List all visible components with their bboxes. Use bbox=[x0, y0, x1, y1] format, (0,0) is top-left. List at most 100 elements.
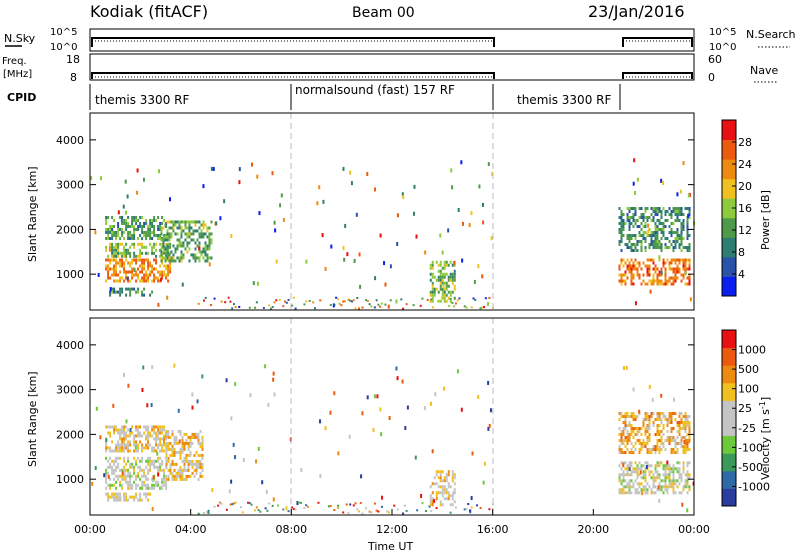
freq-label-line2: [MHz] bbox=[3, 69, 32, 80]
heatmap-cell bbox=[137, 276, 140, 280]
colorbar-swatch bbox=[722, 139, 736, 160]
heatmap-cell bbox=[206, 247, 209, 251]
heatmap-cell bbox=[634, 246, 637, 250]
heatmap-cell bbox=[624, 436, 627, 440]
heatmap-cell bbox=[264, 364, 267, 369]
heatmap-cell bbox=[191, 465, 194, 469]
heatmap-cell bbox=[458, 297, 461, 300]
heatmap-cell bbox=[172, 220, 175, 224]
heatmap-cell bbox=[232, 502, 235, 505]
power-ylabel: Slant Range [km] bbox=[26, 166, 39, 262]
heatmap-cell bbox=[650, 258, 653, 262]
heatmap-cell bbox=[131, 495, 134, 499]
heatmap-cell bbox=[186, 232, 189, 236]
heatmap-cell bbox=[686, 231, 689, 235]
heatmap-cell bbox=[143, 276, 146, 280]
heatmap-cell bbox=[127, 456, 130, 460]
heatmap-cell bbox=[620, 436, 623, 440]
heatmap-cell bbox=[275, 259, 278, 264]
heatmap-cell bbox=[308, 300, 311, 303]
colorbar-frame bbox=[721, 329, 737, 507]
heatmap-cell bbox=[157, 227, 160, 231]
heatmap-cell bbox=[125, 221, 128, 225]
heatmap-cell bbox=[131, 465, 134, 469]
heatmap-cell bbox=[149, 468, 152, 472]
heatmap-cell bbox=[650, 448, 653, 452]
heatmap-cell bbox=[686, 228, 689, 232]
heatmap-cell bbox=[433, 499, 436, 504]
heatmap-cell bbox=[652, 448, 655, 452]
heatmap-cell bbox=[201, 447, 204, 451]
heatmap-cell bbox=[640, 488, 643, 492]
heatmap-cell bbox=[447, 482, 450, 486]
heatmap-cell bbox=[186, 241, 189, 245]
heatmap-cell bbox=[626, 412, 629, 416]
heatmap-cell bbox=[149, 459, 152, 463]
heatmap-cell bbox=[673, 397, 676, 402]
heatmap-cell bbox=[107, 492, 110, 496]
heatmap-cell bbox=[672, 249, 675, 253]
heatmap-cell bbox=[632, 430, 635, 434]
velocity-ylabel: Slant Range [km] bbox=[26, 371, 39, 467]
heatmap-cell bbox=[439, 272, 442, 276]
heatmap-cell bbox=[686, 448, 689, 452]
heatmap-cell bbox=[273, 301, 276, 304]
heatmap-cell bbox=[672, 479, 675, 483]
heatmap-cell bbox=[167, 432, 170, 436]
heatmap-cell bbox=[379, 233, 382, 238]
heatmap-cell bbox=[174, 247, 177, 251]
heatmap-cell bbox=[121, 443, 124, 447]
heatmap-cell bbox=[445, 284, 448, 288]
heatmap-cell bbox=[113, 251, 116, 255]
heatmap-cell bbox=[658, 222, 661, 226]
heatmap-cell bbox=[618, 479, 621, 483]
heatmap-cell bbox=[188, 247, 191, 251]
colorbar-tick-label: -25 bbox=[738, 422, 756, 435]
heatmap-cell bbox=[688, 430, 691, 434]
heatmap-cell bbox=[117, 233, 120, 237]
heatmap-cell bbox=[206, 253, 209, 257]
heatmap-cell bbox=[662, 264, 665, 268]
heatmap-cell bbox=[162, 241, 165, 245]
heatmap-cell bbox=[167, 264, 170, 268]
heatmap-cell bbox=[164, 256, 167, 260]
heatmap-cell bbox=[141, 468, 144, 472]
heatmap-cell bbox=[668, 470, 671, 474]
heatmap-cell bbox=[626, 264, 629, 268]
heatmap-cell bbox=[131, 287, 134, 291]
heatmap-cell bbox=[197, 441, 200, 445]
heatmap-cell bbox=[445, 473, 448, 477]
heatmap-cell bbox=[176, 247, 179, 251]
heatmap-cell bbox=[141, 434, 144, 438]
heatmap-cell bbox=[177, 408, 180, 413]
heatmap-cell bbox=[105, 221, 108, 225]
heatmap-cell bbox=[684, 246, 687, 250]
heatmap-cell bbox=[620, 491, 623, 495]
heatmap-cell bbox=[143, 224, 146, 228]
heatmap-cell bbox=[672, 473, 675, 477]
heatmap-cell bbox=[192, 256, 195, 260]
heatmap-cell bbox=[167, 459, 170, 463]
heatmap-cell bbox=[634, 219, 637, 223]
heatmap-cell bbox=[624, 270, 627, 274]
heatmap-cell bbox=[618, 488, 621, 492]
heatmap-cell bbox=[125, 273, 128, 277]
heatmap-cell bbox=[123, 267, 126, 271]
heatmap-cell bbox=[638, 216, 641, 220]
heatmap-cell bbox=[680, 222, 683, 226]
heatmap-cell bbox=[282, 508, 285, 511]
heatmap-cell bbox=[688, 282, 691, 286]
heatmap-cell bbox=[451, 503, 454, 507]
heatmap-cell bbox=[658, 279, 661, 283]
heatmap-cell bbox=[324, 266, 327, 271]
heatmap-cell bbox=[654, 479, 657, 483]
heatmap-cell bbox=[652, 491, 655, 495]
heatmap-cell bbox=[133, 495, 136, 499]
heatmap-cell bbox=[125, 474, 128, 478]
heatmap-cell bbox=[491, 503, 494, 506]
heatmap-cell bbox=[197, 465, 200, 469]
heatmap-cell bbox=[638, 225, 641, 229]
heatmap-cell bbox=[638, 451, 641, 455]
heatmap-cell bbox=[668, 231, 671, 235]
heatmap-cell bbox=[161, 480, 164, 484]
